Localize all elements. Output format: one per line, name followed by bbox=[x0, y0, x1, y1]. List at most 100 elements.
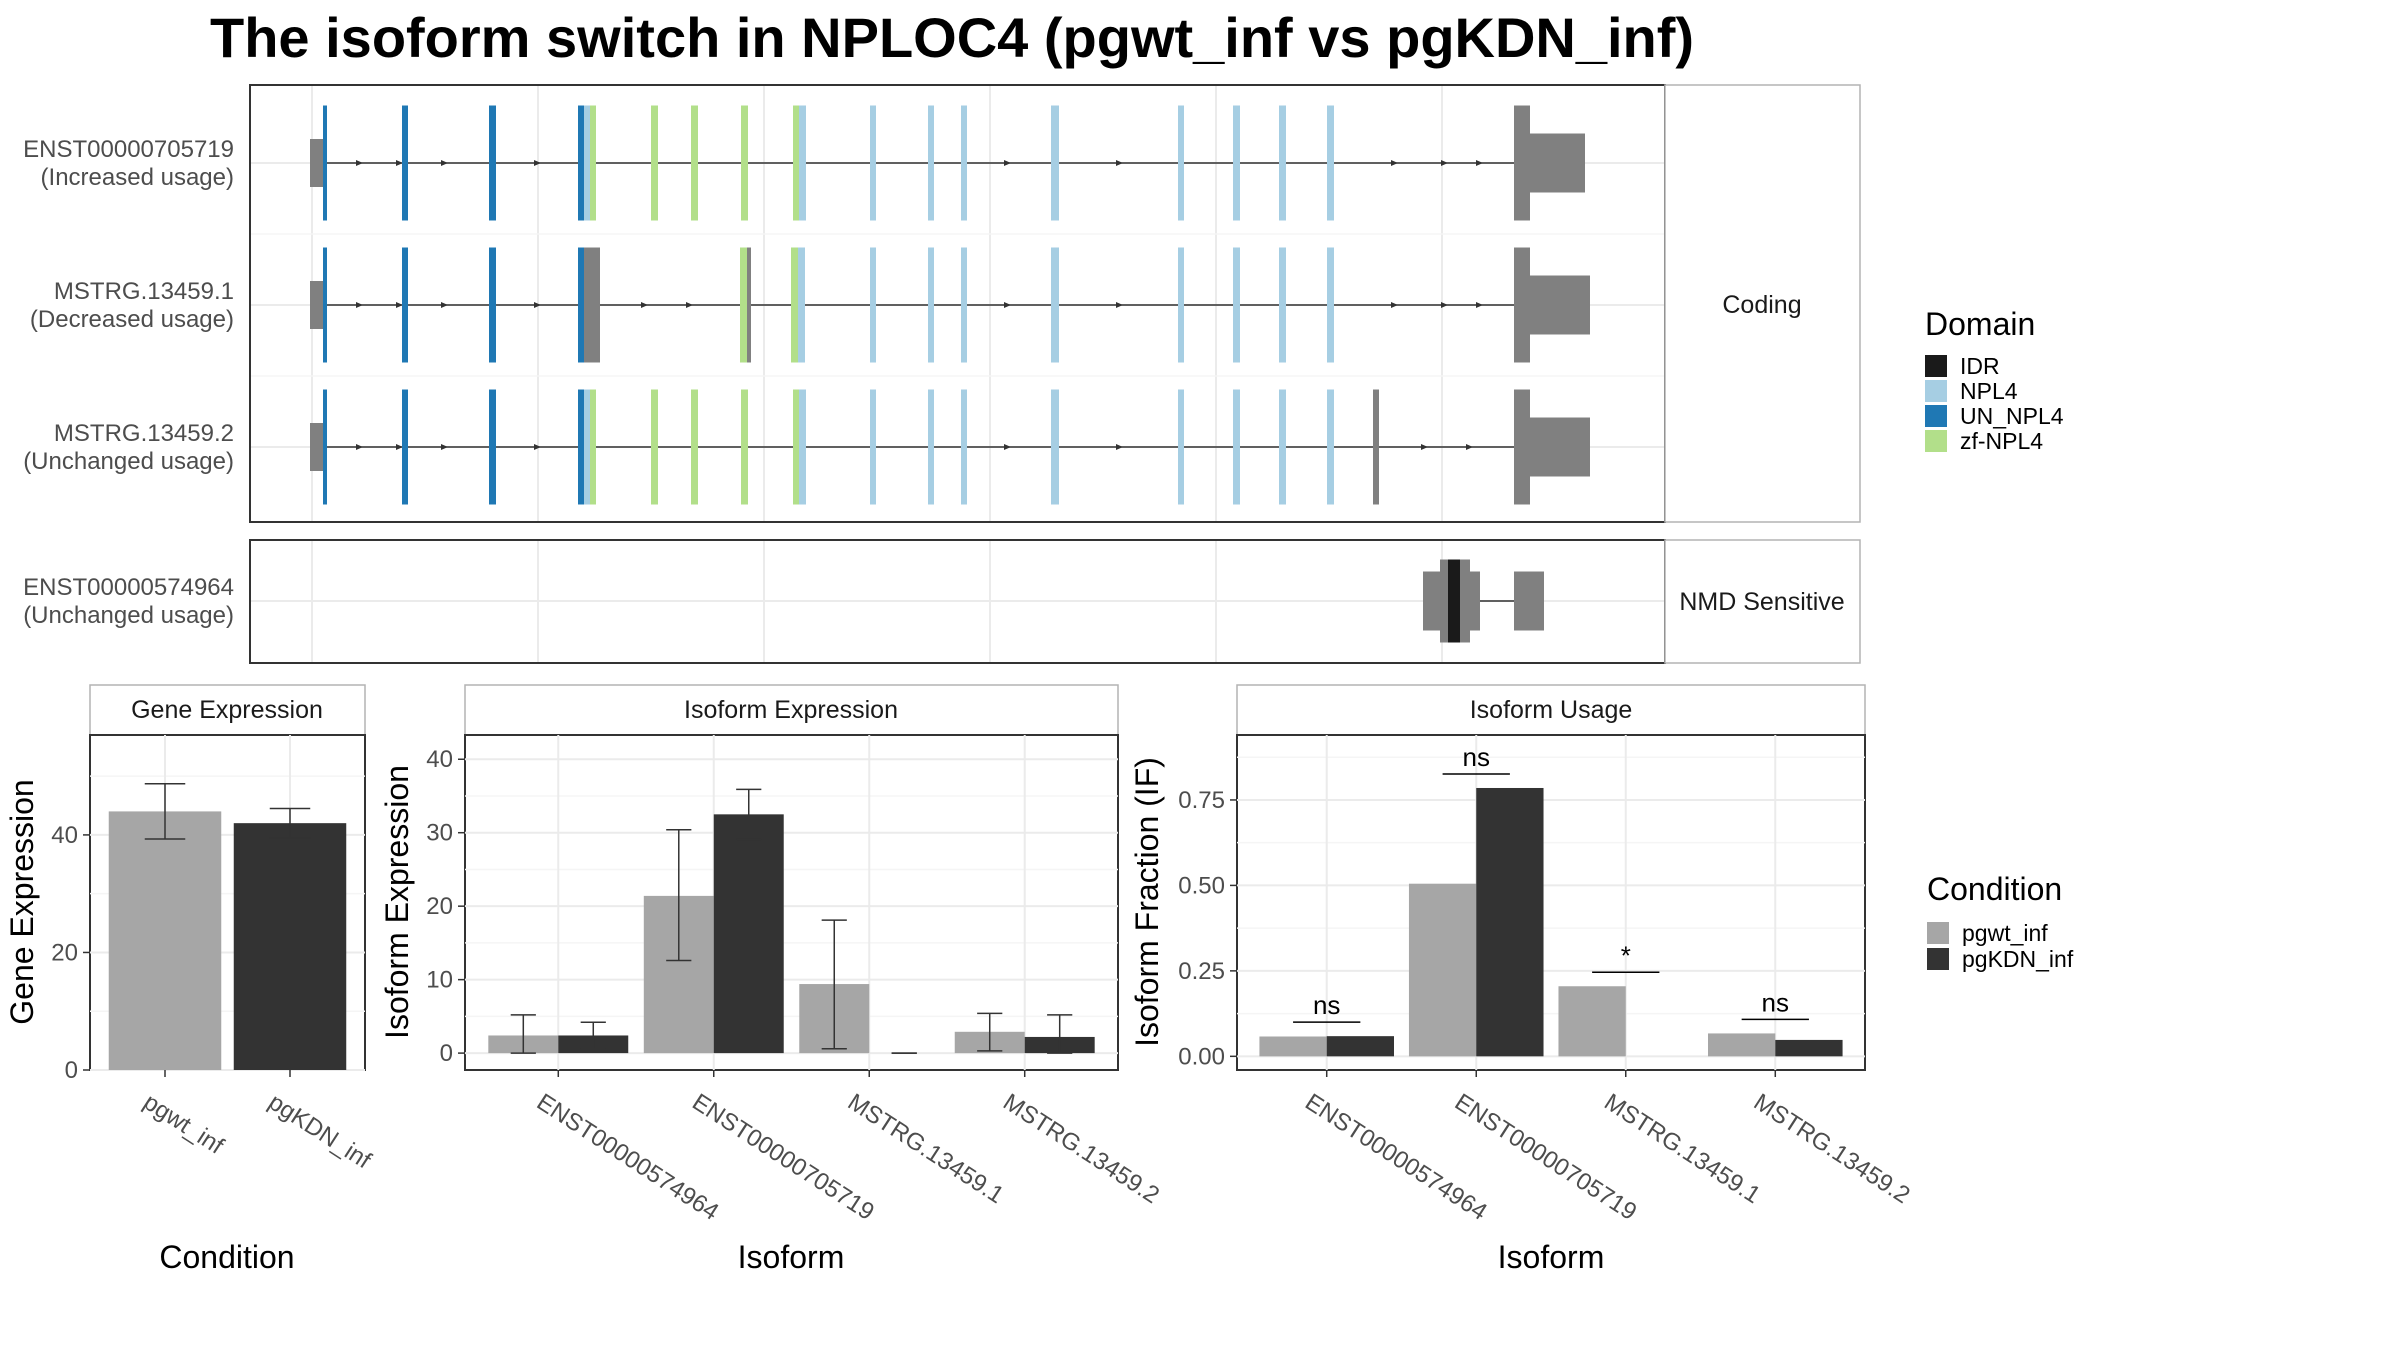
isoform-expression-y-title: Isoform Expression bbox=[379, 765, 415, 1039]
bar bbox=[108, 811, 222, 1070]
exon-block bbox=[1279, 389, 1286, 505]
exon-block bbox=[1178, 247, 1184, 363]
transcript-usage-label: (Unchanged usage) bbox=[23, 448, 234, 475]
legend-label-un-npl4: UN_NPL4 bbox=[1960, 403, 2064, 429]
x-tick-label: MSTRG.13459.1 bbox=[843, 1088, 1009, 1209]
nmd-structure-panel bbox=[249, 539, 1666, 664]
exon-block bbox=[1327, 105, 1334, 221]
isoform-expression-strip-title: Isoform Expression bbox=[684, 696, 898, 724]
exon-block bbox=[402, 105, 408, 221]
coding-panel-frame bbox=[249, 84, 1666, 523]
exon-block bbox=[584, 105, 590, 221]
exon-block bbox=[1327, 389, 1334, 505]
coding-structure-panel bbox=[249, 84, 1666, 523]
strand-arrow bbox=[534, 444, 541, 450]
exon-block bbox=[651, 389, 658, 505]
bar bbox=[713, 814, 784, 1054]
domain-legend: Domain IDR NPL4 UN_NPL4 zf-NPL4 bbox=[1925, 306, 2064, 454]
transcript-usage-label: (Decreased usage) bbox=[30, 306, 234, 333]
exon-block bbox=[928, 105, 934, 221]
transcript-usage-label: (Unchanged usage) bbox=[23, 602, 234, 629]
exon-block bbox=[928, 247, 934, 363]
exon-block bbox=[928, 389, 934, 505]
strand-arrow bbox=[441, 302, 448, 308]
significance-label: * bbox=[1621, 940, 1631, 970]
exon-block bbox=[584, 247, 600, 363]
exon-block bbox=[798, 247, 805, 363]
strand-arrow bbox=[534, 160, 541, 166]
isoform-expression-plot-frame bbox=[464, 734, 1119, 1071]
strand-arrow bbox=[1441, 160, 1448, 166]
legend-label-pgkdn: pgKDN_inf bbox=[1962, 946, 2074, 972]
gene-expression-x-title: Condition bbox=[159, 1239, 294, 1275]
exon-block bbox=[870, 247, 876, 363]
y-tick-label: 0.50 bbox=[1178, 872, 1225, 899]
strand-arrow bbox=[396, 302, 403, 308]
isoform-usage-strip bbox=[1236, 684, 1866, 736]
nmd-strip-label: NMD Sensitive bbox=[1679, 588, 1844, 616]
strand-arrow bbox=[1476, 302, 1483, 308]
legend-swatch-pgwt bbox=[1927, 922, 1949, 944]
exon-block bbox=[799, 105, 806, 221]
y-tick-label: 40 bbox=[51, 822, 78, 849]
exon-block bbox=[590, 389, 596, 505]
exon-block bbox=[1460, 559, 1470, 643]
bar bbox=[233, 823, 347, 1070]
isoform-usage-y-title: Isoform Fraction (IF) bbox=[1129, 757, 1165, 1047]
gene-expression-panel: Gene Expression 0 20 40 pgwt_inf pgKDN_inf C… bbox=[4, 684, 376, 1275]
exon-block bbox=[578, 105, 584, 221]
nmd-strip: NMD Sensitive bbox=[1664, 539, 1861, 664]
bar bbox=[1708, 1033, 1776, 1057]
exon-block bbox=[489, 105, 496, 221]
exon-block bbox=[310, 423, 324, 471]
strand-arrow bbox=[1116, 302, 1123, 308]
y-tick-label: 0 bbox=[440, 1040, 453, 1067]
significance-label: ns bbox=[1313, 990, 1340, 1020]
x-tick-label: MSTRG.13459.2 bbox=[998, 1088, 1164, 1209]
strand-arrow bbox=[686, 302, 693, 308]
x-tick-label: pgKDN_inf bbox=[264, 1088, 376, 1174]
y-tick-label: 40 bbox=[426, 746, 453, 773]
figure-title: The isoform switch in NPLOC4 (pgwt_inf v… bbox=[210, 6, 1694, 69]
exon-block bbox=[1178, 105, 1184, 221]
exon-block bbox=[691, 389, 698, 505]
isoform-usage-x-title: Isoform bbox=[1498, 1239, 1605, 1275]
isoform-expression-x-title: Isoform bbox=[738, 1239, 845, 1275]
y-tick-label: 0.75 bbox=[1178, 787, 1225, 814]
y-tick-label: 20 bbox=[426, 893, 453, 920]
exon-block bbox=[741, 105, 748, 221]
exon-block bbox=[578, 389, 584, 505]
x-tick-label: pgwt_inf bbox=[139, 1088, 229, 1160]
exon-block bbox=[747, 247, 751, 363]
transcript-id-label: MSTRG.13459.1 bbox=[54, 278, 234, 305]
exon-block bbox=[1530, 275, 1590, 335]
bar bbox=[1558, 986, 1626, 1057]
legend-swatch-npl4 bbox=[1925, 380, 1947, 402]
bar bbox=[1775, 1039, 1843, 1057]
exon-block bbox=[402, 389, 408, 505]
exon-block bbox=[323, 105, 327, 221]
exon-block bbox=[799, 389, 806, 505]
transcript-id-label: ENST00000705719 bbox=[23, 136, 234, 163]
exon-block bbox=[1514, 389, 1530, 505]
coding-strip: Coding bbox=[1664, 84, 1861, 523]
bar bbox=[1408, 883, 1477, 1057]
strand-arrow bbox=[1004, 444, 1011, 450]
exon-block bbox=[691, 105, 698, 221]
condition-legend-title: Condition bbox=[1927, 871, 2062, 907]
gene-expression-y-title: Gene Expression bbox=[4, 779, 40, 1024]
legend-swatch-pgkdn bbox=[1927, 948, 1949, 970]
coding-strip-box bbox=[1664, 84, 1861, 523]
exon-block bbox=[1051, 389, 1059, 505]
coding-strip-label: Coding bbox=[1722, 291, 1801, 319]
nmd-strip-box bbox=[1664, 539, 1861, 664]
exon-block bbox=[1178, 389, 1184, 505]
exon-block bbox=[1279, 247, 1286, 363]
strand-arrow bbox=[1004, 302, 1011, 308]
exon-block bbox=[1440, 559, 1448, 643]
exon-block bbox=[1051, 105, 1059, 221]
strand-arrow bbox=[396, 444, 403, 450]
exon-block bbox=[651, 105, 658, 221]
strand-arrow bbox=[356, 444, 363, 450]
